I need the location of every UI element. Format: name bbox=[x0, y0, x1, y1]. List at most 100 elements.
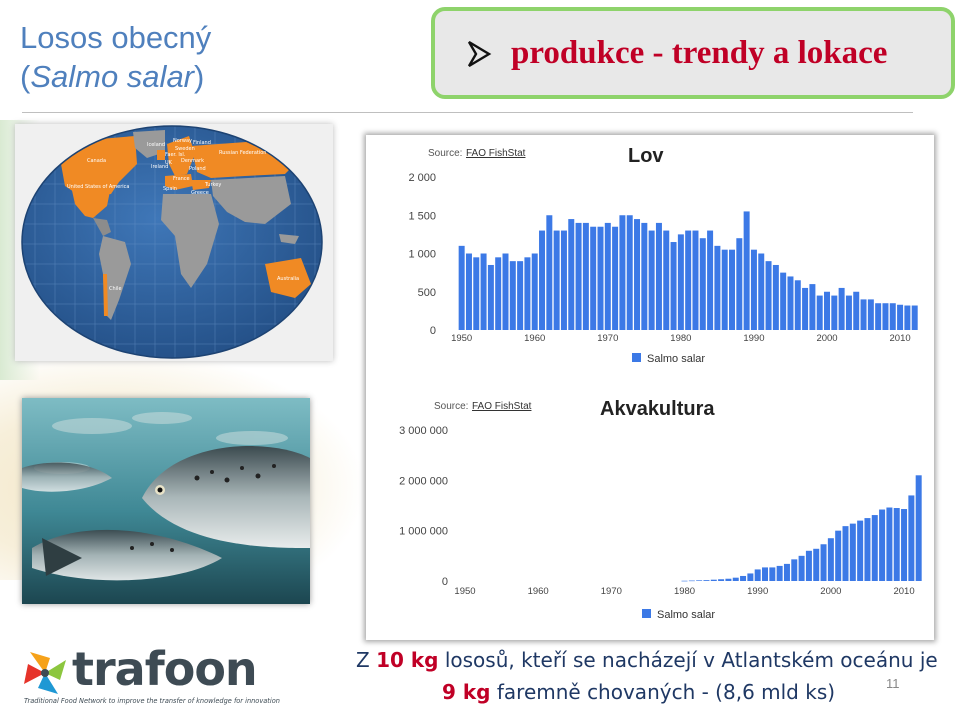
y-tick-label: 1 500 bbox=[408, 210, 436, 222]
summary-line-1: Z 10 kg lososů, kteří se nacházejí v Atl… bbox=[356, 648, 938, 672]
bar bbox=[904, 305, 911, 330]
title-common-name: Losos obecný bbox=[20, 20, 212, 55]
bar bbox=[857, 520, 864, 581]
bar bbox=[568, 219, 575, 330]
chart-title: Lov bbox=[628, 145, 664, 167]
y-tick-label: 0 bbox=[430, 325, 436, 337]
x-tick-label: 1980 bbox=[670, 333, 691, 344]
bar bbox=[619, 215, 626, 330]
bar bbox=[776, 565, 783, 581]
trafoon-logo: trafoon Traditional Food Network to impr… bbox=[20, 642, 290, 706]
bar bbox=[897, 304, 904, 330]
bar bbox=[546, 215, 553, 330]
bar bbox=[531, 253, 538, 330]
bar bbox=[838, 287, 845, 330]
bar bbox=[670, 242, 677, 330]
bar bbox=[879, 509, 886, 581]
map-label: Australia bbox=[277, 276, 299, 282]
bar bbox=[893, 508, 900, 581]
bar bbox=[908, 495, 915, 581]
bar bbox=[480, 253, 487, 330]
chart-source-label: Source: bbox=[434, 401, 468, 412]
map-label: Poland bbox=[189, 166, 206, 172]
bar bbox=[692, 230, 699, 330]
world-distribution-map: Canada United States of America Chile No… bbox=[15, 124, 333, 361]
bar bbox=[517, 261, 524, 330]
x-tick-label: 1970 bbox=[601, 586, 622, 597]
bar bbox=[718, 579, 725, 581]
bar bbox=[732, 577, 739, 581]
bar bbox=[688, 580, 695, 582]
bar bbox=[597, 226, 604, 330]
bar bbox=[699, 238, 706, 330]
chart-source-link: FAO FishStat bbox=[472, 401, 532, 412]
x-tick-label: 1990 bbox=[743, 333, 764, 344]
bar bbox=[794, 280, 801, 330]
bar bbox=[845, 295, 852, 330]
bar bbox=[740, 575, 747, 581]
bar bbox=[465, 253, 472, 330]
legend-swatch bbox=[632, 353, 641, 362]
bar bbox=[780, 272, 787, 330]
bar bbox=[539, 230, 546, 330]
bar bbox=[729, 249, 736, 330]
y-tick-label: 1 000 000 bbox=[399, 526, 448, 538]
bar bbox=[762, 567, 769, 581]
map-label: United States of America bbox=[67, 184, 129, 190]
map-label: Russian Federation bbox=[219, 150, 266, 156]
bar bbox=[783, 563, 790, 581]
bar bbox=[809, 284, 816, 330]
map-label: Spain bbox=[163, 186, 177, 192]
salmon-school-image bbox=[22, 398, 310, 604]
x-tick-label: 1960 bbox=[528, 586, 549, 597]
x-tick-label: 1950 bbox=[454, 586, 475, 597]
charts-canvas: Lov Source: FAO FishStat 0 500 1 000 1 500 2 00… bbox=[399, 145, 922, 621]
page-number: 11 bbox=[886, 676, 900, 691]
x-tick-label: 2000 bbox=[816, 333, 837, 344]
legend-label: Salmo salar bbox=[657, 609, 715, 621]
bar bbox=[787, 276, 794, 330]
bar bbox=[707, 230, 714, 330]
bar bbox=[901, 509, 908, 581]
bar bbox=[882, 303, 889, 330]
globe-map-image: Canada United States of America Chile No… bbox=[21, 125, 323, 359]
x-tick-label: 1960 bbox=[524, 333, 545, 344]
bar bbox=[820, 544, 827, 581]
bar bbox=[590, 226, 597, 330]
bar bbox=[714, 245, 721, 330]
x-tick-label: 2010 bbox=[890, 333, 911, 344]
bar bbox=[502, 253, 509, 330]
bar bbox=[743, 211, 750, 330]
bar bbox=[681, 580, 688, 582]
bar bbox=[747, 573, 754, 581]
y-tick-label: 0 bbox=[442, 576, 448, 588]
bar bbox=[696, 580, 703, 581]
bar bbox=[655, 222, 662, 330]
bar bbox=[553, 230, 560, 330]
chart-title: Akvakultura bbox=[600, 398, 715, 420]
bar bbox=[754, 569, 761, 581]
map-label: France bbox=[173, 176, 190, 182]
bar bbox=[725, 578, 732, 581]
map-label: Canada bbox=[87, 158, 106, 164]
map-label: Faer. Isl. bbox=[165, 152, 186, 158]
map-label: Iceland bbox=[147, 142, 165, 148]
bar bbox=[509, 261, 516, 330]
map-label: UK bbox=[165, 160, 173, 166]
x-tick-label: 1990 bbox=[747, 586, 768, 597]
bar bbox=[612, 226, 619, 330]
bar bbox=[560, 230, 567, 330]
bar bbox=[813, 548, 820, 581]
bar bbox=[864, 518, 871, 581]
bar bbox=[458, 245, 465, 330]
x-tick-label: 1950 bbox=[451, 333, 472, 344]
map-label: Denmark bbox=[181, 158, 204, 164]
y-tick-label: 500 bbox=[418, 287, 436, 299]
bar bbox=[911, 305, 918, 330]
bar bbox=[648, 230, 655, 330]
divider-line bbox=[22, 112, 913, 113]
trafoon-pinwheel-icon bbox=[24, 652, 66, 694]
bar bbox=[889, 303, 896, 330]
map-label: Turkey bbox=[204, 182, 221, 188]
